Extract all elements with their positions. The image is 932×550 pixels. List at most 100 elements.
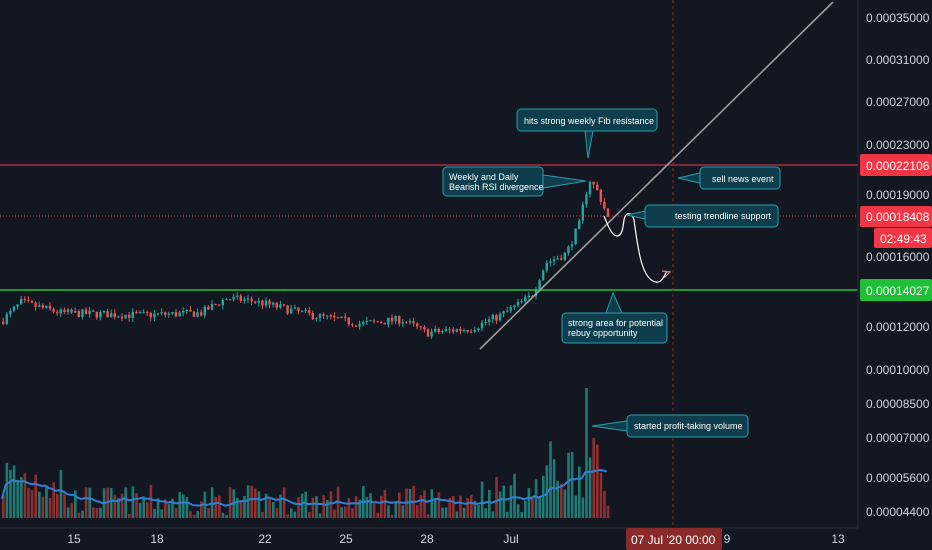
- trendline[interactable]: [479, 1, 834, 350]
- candle: [218, 304, 221, 307]
- candle: [16, 304, 19, 310]
- volume-bar: [225, 514, 228, 518]
- volume-bar: [495, 477, 498, 518]
- volume-bar: [513, 473, 516, 518]
- candle: [552, 256, 556, 266]
- volume-bar: [509, 485, 513, 518]
- price-tick-label: 0.00016000: [866, 250, 930, 264]
- candle: [246, 294, 250, 303]
- volume-bar: [164, 499, 167, 518]
- volume-bar: [74, 490, 77, 518]
- volume-bar: [124, 487, 127, 518]
- note-profit-taking-volume[interactable]: started profit-taking volume: [591, 414, 749, 438]
- candle: [322, 312, 325, 320]
- volume-bar: [38, 491, 41, 518]
- volume-bar: [138, 502, 142, 518]
- candle: [41, 303, 44, 310]
- candle: [164, 311, 167, 318]
- volume-bar: [477, 505, 480, 518]
- volume-bar: [99, 507, 102, 518]
- note-fib-resistance[interactable]: hits strong weekly Fib resistance: [516, 108, 658, 159]
- candle: [326, 314, 329, 320]
- volume-bar: [2, 495, 5, 518]
- price-badge-text: 0.00018408: [866, 210, 930, 224]
- volume-bar: [146, 502, 149, 518]
- candle: [509, 304, 512, 314]
- note-rsi-divergence[interactable]: Weekly and Daily Bearish RSI divergence: [442, 166, 587, 197]
- volume-bar: [538, 496, 541, 518]
- time-tick-label: 15: [67, 532, 81, 546]
- candle: [185, 309, 188, 315]
- volume-bar: [135, 493, 138, 518]
- note-sell-news[interactable]: sell news event: [677, 166, 781, 190]
- candle: [498, 311, 502, 322]
- candle: [318, 313, 322, 322]
- candle: [308, 307, 311, 316]
- time-tick-label: 28: [420, 532, 434, 546]
- candle: [70, 308, 73, 314]
- candle: [455, 328, 458, 333]
- volume-bar: [210, 487, 214, 518]
- candle: [117, 315, 120, 318]
- candle: [146, 310, 149, 317]
- candle: [473, 326, 476, 333]
- volume-bar: [534, 479, 538, 518]
- price-axis-bg[interactable]: [858, 0, 932, 550]
- candle: [120, 313, 124, 322]
- candle: [261, 299, 264, 309]
- volume-bar: [596, 444, 599, 518]
- candle: [178, 310, 181, 317]
- volume-bar: [246, 485, 250, 518]
- candle: [66, 307, 70, 315]
- volume-bar: [34, 474, 37, 518]
- volume-bar: [459, 495, 462, 518]
- candle: [2, 317, 5, 326]
- candle: [243, 296, 246, 304]
- volume-bar: [84, 487, 88, 518]
- candle: [52, 307, 55, 314]
- note-trendline-support[interactable]: testing trendline support: [626, 204, 779, 228]
- volume-bar: [354, 496, 358, 518]
- volume-bar: [250, 485, 253, 518]
- volume-bar: [304, 491, 307, 518]
- candle: [430, 328, 433, 340]
- volume-bar: [275, 508, 279, 518]
- candle: [423, 325, 426, 333]
- time-tick-label: 18: [150, 532, 164, 546]
- candle: [387, 317, 390, 328]
- candle: [344, 313, 347, 322]
- volume-bar: [333, 509, 336, 518]
- time-tick-label: 22: [258, 532, 272, 546]
- candle: [408, 318, 412, 325]
- candle: [12, 305, 16, 313]
- note-rebuy-area[interactable]: strong area for potential rebuy opportun…: [561, 291, 668, 344]
- candle: [196, 308, 199, 318]
- candle: [495, 313, 498, 325]
- volume-bar: [437, 492, 441, 518]
- volume-bar: [207, 508, 210, 518]
- candle: [272, 301, 275, 308]
- candle: [570, 241, 574, 251]
- note-text: Weekly and Daily: [449, 172, 519, 182]
- candle: [214, 303, 217, 306]
- candle: [390, 314, 394, 325]
- volume-bar: [16, 479, 19, 518]
- candle: [372, 318, 376, 324]
- volume-bar: [92, 507, 95, 518]
- volume-bar: [182, 494, 185, 518]
- price-badge-resistance: 0.00022106: [860, 154, 932, 176]
- time-axis: 15 18 22 25 28 Jul 9 13: [67, 532, 845, 546]
- candle: [257, 297, 260, 307]
- candle: [124, 314, 127, 319]
- candle: [131, 308, 134, 323]
- volume-bar: [110, 487, 113, 518]
- candle: [527, 292, 530, 300]
- volume-bar: [441, 507, 444, 518]
- volume-bar: [178, 491, 181, 518]
- price-badge-current: 0.00018408 02:49:43: [860, 206, 932, 248]
- time-tick-label: 9: [724, 532, 731, 546]
- countdown-text: 02:49:43: [880, 232, 927, 246]
- candle: [192, 311, 196, 318]
- candle: [336, 316, 340, 319]
